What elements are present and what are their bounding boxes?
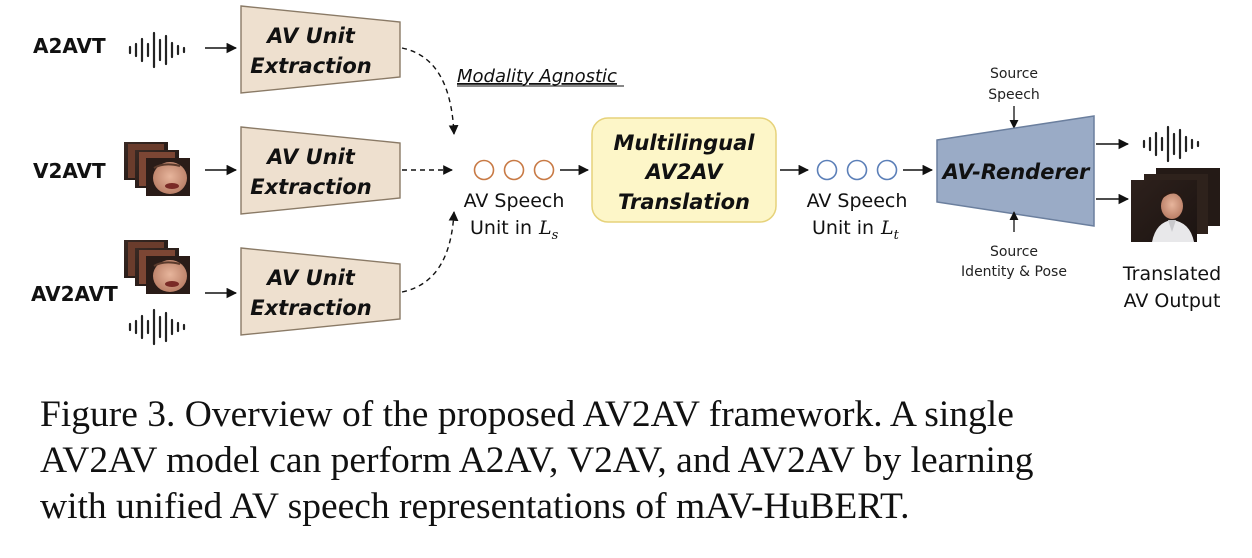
av2avt-label: AV2AVT <box>31 282 118 306</box>
translation-line2: AV2AV <box>644 160 725 184</box>
framework-diagram: A2AVT V2AVT AV2AVT AV Unit Extraction AV… <box>31 5 1221 346</box>
renderer-label: AV-Renderer <box>941 160 1091 184</box>
extraction-2-line1: AV Unit <box>265 145 356 169</box>
av-unit-extraction-block-2: AV Unit Extraction <box>240 126 401 215</box>
caption-line-3: with unified AV speech representations o… <box>40 486 910 527</box>
source-unit-subscript: s <box>552 228 559 243</box>
output-label-line1: Translated <box>1122 263 1221 285</box>
target-unit-symbol: L <box>880 217 894 239</box>
extraction-1-line2: Extraction <box>250 54 372 78</box>
modality-agnostic-note: Modality Agnostic <box>457 66 617 87</box>
source-unit-symbol: L <box>538 217 552 239</box>
extraction-3-line2: Extraction <box>250 296 372 320</box>
source-unit-label-prefix: Unit in <box>470 217 532 239</box>
output-video-frames-icon <box>1131 168 1220 242</box>
translation-line3: Translation <box>618 190 750 214</box>
translation-line1: Multilingual <box>614 131 756 155</box>
v2avt-label: V2AVT <box>33 159 106 183</box>
extraction-1-line1: AV Unit <box>265 24 356 48</box>
target-unit-label-prefix: Unit in <box>812 217 874 239</box>
dashed-arrow-top <box>401 47 459 135</box>
multilingual-translation-block: Multilingual AV2AV Translation <box>591 117 777 223</box>
source-unit-circles <box>473 159 555 181</box>
caption-line-1: Figure 3. Overview of the proposed AV2AV… <box>40 394 1014 435</box>
target-unit-circles <box>816 159 898 181</box>
source-unit-label-line2: Unit in Ls <box>470 217 559 243</box>
source-identity-line1: Source <box>990 244 1038 260</box>
av-renderer-block: AV-Renderer <box>936 115 1095 227</box>
source-speech-line1: Source <box>990 66 1038 82</box>
dashed-arrow-bottom <box>401 211 459 293</box>
source-identity-line2: Identity & Pose <box>961 264 1067 280</box>
audio-waveform-icon <box>128 31 186 69</box>
video-frames-icon-av <box>124 240 190 294</box>
av-unit-extraction-block-1: AV Unit Extraction <box>240 5 401 94</box>
target-unit-label-line1: AV Speech <box>807 190 908 212</box>
output-label-line2: AV Output <box>1124 290 1221 312</box>
source-unit-label-line1: AV Speech <box>464 190 565 212</box>
output-audio-waveform-icon <box>1142 125 1200 163</box>
a2avt-label: A2AVT <box>33 34 106 58</box>
extraction-3-line1: AV Unit <box>265 266 356 290</box>
target-unit-subscript: t <box>894 228 900 243</box>
target-unit-label-line2: Unit in Lt <box>812 217 900 243</box>
audio-waveform-icon-av <box>128 308 186 346</box>
av-unit-extraction-block-3: AV Unit Extraction <box>240 247 401 336</box>
figure-caption: Figure 3. Overview of the proposed AV2AV… <box>40 392 1230 530</box>
video-frames-icon <box>124 142 190 196</box>
caption-line-2: AV2AV model can perform A2AV, V2AV, and … <box>40 440 1034 481</box>
source-speech-line2: Speech <box>988 87 1040 103</box>
extraction-2-line2: Extraction <box>250 175 372 199</box>
